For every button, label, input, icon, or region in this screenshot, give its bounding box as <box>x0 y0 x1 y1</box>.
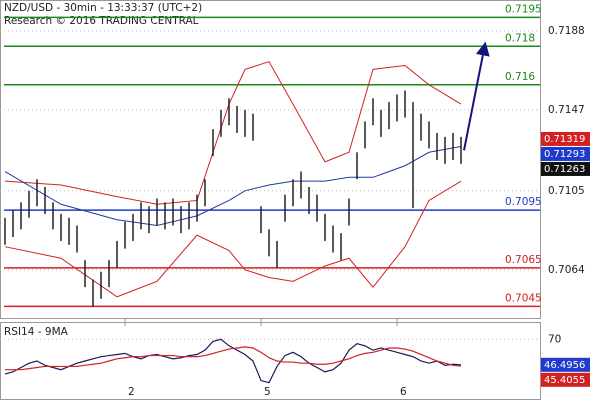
price-tag-label: 0.71293 <box>544 149 585 160</box>
bollinger-upper <box>4 61 462 205</box>
y-tick-label: 0.7188 <box>548 25 585 37</box>
price-tag-label: 0.71319 <box>544 134 585 145</box>
price-tag <box>541 357 590 372</box>
level-label: 0.7095 <box>505 196 542 208</box>
bollinger-middle <box>4 145 462 226</box>
rsi-line <box>5 346 462 371</box>
price-tag <box>541 146 590 161</box>
rsi-title: RSI14 - 9MA <box>4 326 69 338</box>
forecast-arrow <box>463 41 490 151</box>
level-label: 0.716 <box>505 71 535 83</box>
level-label: 0.7045 <box>505 292 542 304</box>
chart-title: NZD/USD - 30min - 13:33:37 (UTC+2) <box>4 2 202 14</box>
y-tick-label: 70 <box>548 333 561 345</box>
y-tick-label: 0.7064 <box>548 264 585 276</box>
price-tag <box>541 161 590 176</box>
level-label: 0.718 <box>505 32 535 44</box>
y-tick-label: 0.7147 <box>548 104 585 116</box>
price-panel <box>0 0 541 319</box>
price-tag-label: 45.4055 <box>544 375 585 386</box>
price-tag <box>541 372 590 387</box>
bollinger-lower <box>4 180 462 298</box>
x-tick-label: 5 <box>264 386 271 398</box>
level-label: 0.7195 <box>505 3 542 15</box>
price-tag-label: 0.71263 <box>544 164 585 175</box>
price-tag-label: 46.4956 <box>544 360 585 371</box>
level-label: 0.7065 <box>505 254 542 266</box>
price-tag <box>541 131 590 146</box>
rsi-line <box>4 338 462 384</box>
x-tick-label: 6 <box>400 386 407 398</box>
y-tick-label: 0.7105 <box>548 185 585 197</box>
x-tick-label: 2 <box>128 386 135 398</box>
